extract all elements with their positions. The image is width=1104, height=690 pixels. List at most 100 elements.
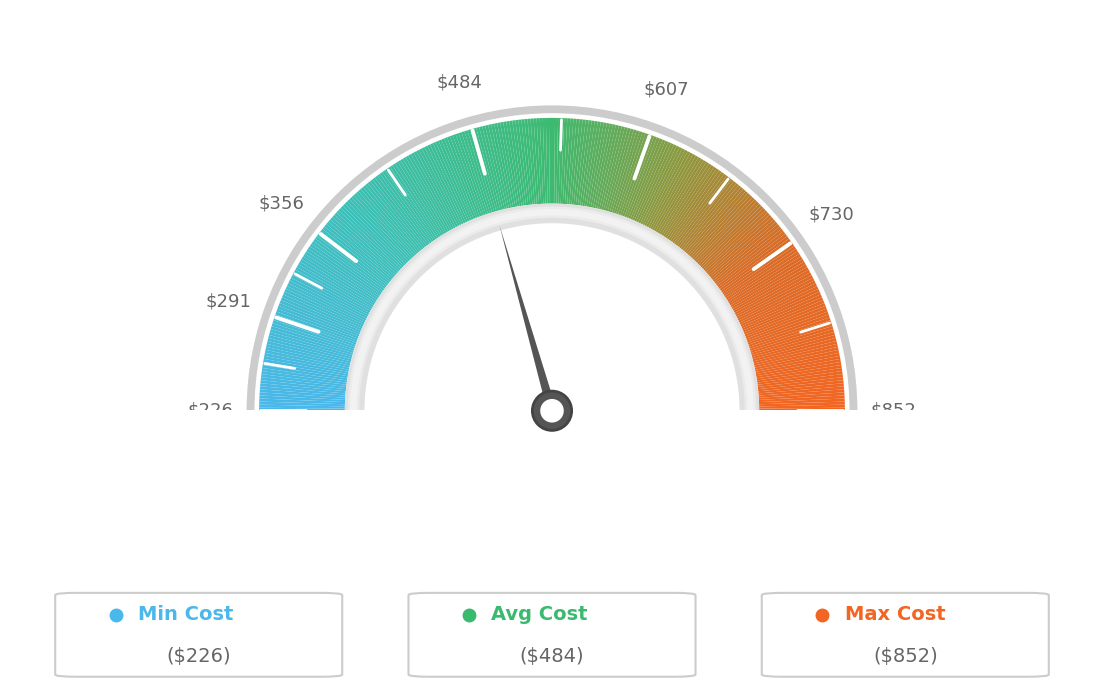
Wedge shape — [277, 306, 359, 339]
Wedge shape — [467, 130, 495, 213]
Wedge shape — [447, 136, 480, 217]
Wedge shape — [259, 408, 344, 411]
Wedge shape — [570, 119, 580, 204]
Wedge shape — [731, 262, 806, 307]
Bar — [87, 410, 1017, 614]
Wedge shape — [735, 275, 813, 317]
Wedge shape — [259, 402, 344, 406]
Text: $484: $484 — [436, 74, 482, 92]
Wedge shape — [724, 248, 797, 298]
Wedge shape — [616, 132, 646, 215]
Wedge shape — [307, 248, 380, 298]
Wedge shape — [422, 147, 461, 225]
Wedge shape — [696, 199, 757, 263]
Wedge shape — [606, 128, 630, 211]
Wedge shape — [393, 164, 440, 237]
Wedge shape — [755, 356, 840, 374]
Wedge shape — [259, 395, 346, 402]
Wedge shape — [268, 335, 352, 359]
Wedge shape — [722, 244, 794, 295]
Wedge shape — [500, 122, 518, 207]
Wedge shape — [709, 219, 776, 277]
Wedge shape — [556, 118, 561, 204]
Wedge shape — [259, 393, 346, 400]
Wedge shape — [665, 165, 714, 238]
Wedge shape — [580, 121, 595, 206]
Wedge shape — [263, 362, 348, 378]
Wedge shape — [567, 119, 576, 204]
Wedge shape — [760, 404, 845, 408]
Wedge shape — [269, 329, 353, 355]
Circle shape — [540, 399, 564, 422]
Wedge shape — [559, 118, 564, 204]
Wedge shape — [741, 292, 820, 328]
Wedge shape — [497, 123, 516, 207]
Wedge shape — [427, 144, 466, 224]
Wedge shape — [344, 201, 407, 264]
Wedge shape — [337, 210, 401, 270]
Wedge shape — [755, 353, 840, 372]
Wedge shape — [365, 183, 422, 251]
Wedge shape — [628, 139, 662, 219]
Wedge shape — [297, 264, 372, 309]
Wedge shape — [757, 374, 843, 387]
Wedge shape — [363, 185, 420, 253]
Wedge shape — [636, 144, 673, 222]
Wedge shape — [420, 148, 460, 226]
Wedge shape — [757, 377, 843, 389]
Wedge shape — [348, 206, 756, 411]
Wedge shape — [308, 246, 381, 296]
Wedge shape — [521, 119, 532, 205]
Wedge shape — [267, 341, 351, 364]
Wedge shape — [714, 229, 784, 284]
Wedge shape — [712, 224, 779, 280]
Wedge shape — [528, 119, 537, 204]
Wedge shape — [691, 193, 751, 258]
Wedge shape — [431, 144, 468, 222]
Wedge shape — [296, 267, 372, 311]
Wedge shape — [552, 118, 555, 204]
Wedge shape — [704, 213, 769, 272]
Wedge shape — [563, 118, 571, 204]
Wedge shape — [754, 344, 838, 366]
Wedge shape — [757, 371, 842, 385]
Wedge shape — [390, 165, 439, 238]
Wedge shape — [270, 326, 353, 353]
Wedge shape — [488, 124, 509, 208]
Text: ($484): ($484) — [520, 647, 584, 667]
Wedge shape — [276, 308, 358, 341]
Wedge shape — [677, 177, 732, 247]
Wedge shape — [681, 181, 736, 250]
Wedge shape — [516, 120, 528, 205]
Wedge shape — [350, 209, 754, 411]
Wedge shape — [725, 251, 799, 299]
Wedge shape — [351, 195, 412, 259]
Wedge shape — [330, 217, 396, 275]
Wedge shape — [491, 124, 511, 208]
Wedge shape — [648, 151, 690, 228]
Wedge shape — [654, 155, 699, 231]
FancyBboxPatch shape — [408, 593, 696, 677]
Polygon shape — [499, 225, 556, 428]
Wedge shape — [444, 137, 478, 218]
Wedge shape — [693, 197, 755, 262]
Wedge shape — [262, 371, 347, 385]
Wedge shape — [697, 201, 760, 264]
Wedge shape — [732, 264, 807, 309]
Wedge shape — [676, 176, 729, 246]
Wedge shape — [743, 297, 824, 333]
Wedge shape — [670, 170, 722, 242]
Wedge shape — [433, 142, 469, 221]
Wedge shape — [485, 125, 507, 209]
Wedge shape — [408, 154, 453, 230]
Wedge shape — [395, 162, 443, 236]
Wedge shape — [593, 124, 613, 208]
Wedge shape — [633, 141, 668, 221]
Wedge shape — [686, 187, 743, 254]
Wedge shape — [263, 365, 348, 380]
Text: $226: $226 — [188, 402, 234, 420]
Wedge shape — [758, 389, 845, 397]
Wedge shape — [623, 135, 654, 217]
Wedge shape — [322, 226, 391, 282]
Wedge shape — [736, 278, 815, 319]
